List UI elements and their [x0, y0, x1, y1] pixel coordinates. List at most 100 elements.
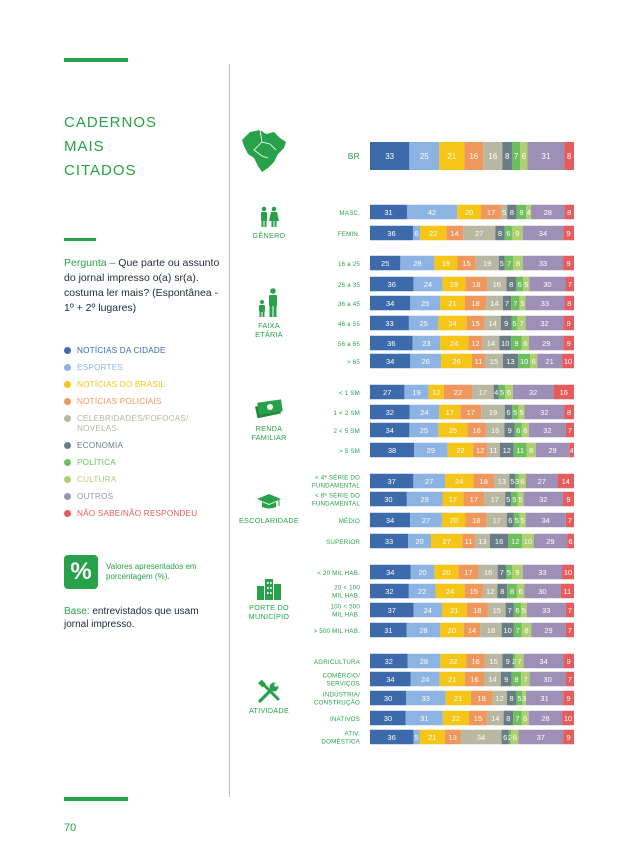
data-label: 11: [563, 587, 571, 596]
data-label: 6: [516, 426, 520, 435]
data-label: 6: [568, 537, 572, 546]
data-label: 8: [506, 714, 510, 723]
data-label: 25: [421, 299, 429, 308]
percent-note: Valores apresentados em porcentagem (%).: [106, 562, 197, 581]
bar-segment: [370, 653, 408, 669]
bar-segment: [413, 276, 443, 292]
bar-segment: [511, 335, 522, 351]
bar-segment: [563, 255, 574, 271]
data-label: 10: [564, 357, 572, 366]
row-label: < 4ª SÉRIE DO: [315, 475, 360, 482]
divider-line: [229, 64, 230, 797]
bar-segment: [460, 729, 502, 745]
bar-segment: [486, 295, 503, 311]
data-label: 33: [538, 568, 546, 577]
bar-segment: [480, 204, 502, 220]
legend-label: CULTURA: [77, 475, 117, 484]
legend-label: NOTÍCIAS POLICIAIS: [77, 397, 162, 406]
legend-swatch: [64, 398, 71, 405]
bar-segment: [530, 353, 538, 369]
bar-segment: [414, 442, 448, 458]
data-label: 5: [515, 516, 519, 525]
data-label: 11: [516, 446, 524, 455]
bar-segment: [512, 384, 554, 400]
bar-segment: [505, 491, 512, 507]
bar-segment: [370, 422, 410, 438]
bar-segment: [370, 671, 411, 687]
legend-label: NÃO SABE/NÃO RESPONDEU: [77, 509, 198, 518]
bar-segment: [464, 142, 484, 170]
legend-swatch: [64, 493, 71, 500]
bar-segment: [521, 671, 530, 687]
data-label: 5: [512, 319, 516, 328]
data-label: 16: [470, 675, 478, 684]
bar-segment: [370, 622, 407, 638]
data-label: 8: [498, 229, 502, 238]
bar-segment: [564, 404, 574, 420]
legend-swatch: [64, 347, 71, 354]
row-label: > 65: [347, 359, 360, 366]
bar-segment: [500, 315, 512, 331]
data-label: 5: [521, 516, 525, 525]
bar-segment: [408, 533, 432, 549]
row-label: < 8ª SÉRIE DO: [315, 493, 360, 500]
data-label: 34: [539, 229, 547, 238]
bar-segment: [474, 533, 490, 549]
bar-segment: [518, 404, 525, 420]
data-label: 8: [516, 259, 520, 268]
data-label: 14: [488, 319, 496, 328]
bar-segment: [505, 602, 514, 618]
bar-segment: [527, 142, 565, 170]
bar-segment: [557, 473, 574, 489]
bar-segment: [370, 142, 410, 170]
bar-segment: [519, 512, 526, 528]
bar-segment: [526, 602, 566, 618]
data-label: 26: [452, 357, 460, 366]
bar-segment: [563, 729, 574, 745]
data-label: 5: [500, 388, 504, 397]
data-label: 18: [472, 280, 480, 289]
data-label: 34: [386, 357, 394, 366]
bar-segment: [441, 353, 472, 369]
bar-segment: [370, 533, 409, 549]
data-label: 7: [514, 152, 519, 161]
bar-segment: [370, 512, 411, 528]
bar-segment: [529, 671, 566, 687]
data-label: 5: [517, 694, 521, 703]
data-label: 7: [505, 299, 509, 308]
data-label: 6: [518, 587, 522, 596]
bar-segment: [564, 204, 574, 220]
data-label: 32: [386, 408, 394, 417]
bar-segment: [518, 353, 531, 369]
bar-segment: [522, 533, 534, 549]
bar-segment: [462, 533, 475, 549]
bar-segment: [535, 442, 570, 458]
bar-segment: [370, 442, 415, 458]
data-label: 9: [506, 657, 510, 666]
data-label: 13: [506, 357, 514, 366]
data-label: 32: [385, 587, 393, 596]
bar-segment: [480, 622, 502, 638]
legend-swatch: [64, 510, 71, 517]
bar-segment: [565, 671, 574, 687]
data-label: 34: [386, 516, 394, 525]
data-label: 9: [566, 733, 570, 742]
bar-segment: [499, 335, 512, 351]
data-label: 21: [546, 357, 554, 366]
data-label: 27: [475, 229, 483, 238]
bar-segment: [518, 473, 526, 489]
data-label: 21: [448, 299, 456, 308]
data-label: 7: [508, 606, 512, 615]
group-label-income: RENDA FAMILIAR: [251, 424, 287, 442]
row-label: > 500 MIL HAB.: [314, 628, 361, 635]
bar-segment: [472, 384, 494, 400]
data-label: 6: [523, 339, 527, 348]
bar-segment: [563, 225, 574, 241]
bar-segment: [483, 142, 503, 170]
data-label: 16: [495, 537, 503, 546]
bar-segment: [438, 422, 468, 438]
bar-segment: [439, 671, 465, 687]
legend-item: NOTÍCIAS DA CIDADE: [64, 346, 229, 356]
bar-segment: [428, 384, 444, 400]
bar-segment: [511, 315, 518, 331]
